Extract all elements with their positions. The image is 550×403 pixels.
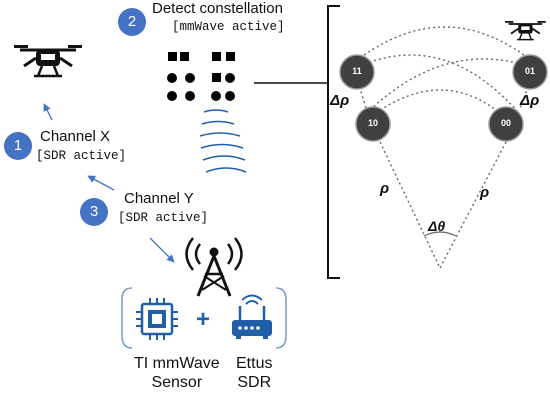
symbol-circles (339, 54, 548, 142)
constellation-dots (167, 52, 235, 101)
angle-arc (423, 231, 457, 237)
constellation-arcs (357, 26, 531, 269)
sdr-label: Ettus SDR (236, 355, 273, 392)
rho-label: ρ (480, 184, 490, 201)
device-group-bracket (121, 287, 287, 349)
symbol-label: 10 (367, 118, 378, 128)
arrow (87, 175, 115, 191)
step-badge: 3 (80, 198, 108, 226)
step-note: [SDR active] (36, 149, 127, 163)
drone-icon (14, 45, 82, 78)
delta-rho-label: Δρ (330, 92, 350, 109)
radar-waves-icon (199, 109, 247, 173)
cell-tower-icon (185, 237, 243, 297)
arrow (43, 103, 53, 121)
router-icon (232, 294, 272, 339)
step-title: Detect constellation (152, 0, 283, 17)
arrow (149, 237, 175, 263)
bracket (327, 5, 340, 279)
symbol-label: 01 (524, 66, 535, 76)
symbol-label: 00 (500, 118, 511, 128)
delta-rho-label: Δρ (520, 92, 540, 109)
step-title: Channel Y (124, 190, 194, 207)
delta-theta-label: Δθ (428, 218, 446, 234)
rho-label: ρ (380, 180, 390, 197)
step-note: [SDR active] (118, 211, 209, 225)
drone-icon (505, 21, 546, 41)
microchip-icon (136, 298, 178, 340)
step-badge: 2 (118, 8, 146, 36)
symbol-label: 11 (352, 66, 362, 76)
step-note: [mmWave active] (172, 20, 285, 34)
sensor-label: TI mmWave Sensor (134, 355, 220, 392)
step-title: Channel X (40, 128, 111, 145)
step-badge: 1 (4, 132, 32, 160)
plus-sign: + (196, 306, 211, 333)
